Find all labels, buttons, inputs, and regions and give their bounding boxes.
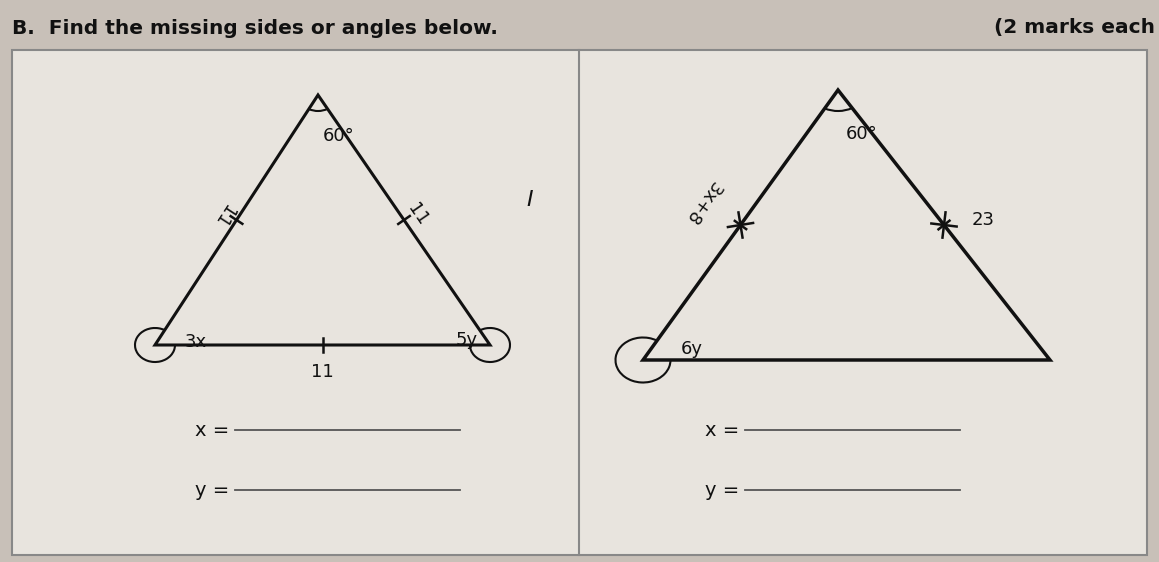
Text: y =: y = — [705, 481, 739, 500]
Text: 3x+8: 3x+8 — [681, 178, 724, 228]
Text: y =: y = — [195, 481, 229, 500]
Text: (2 marks each: (2 marks each — [994, 19, 1156, 38]
Text: 5y: 5y — [455, 331, 478, 349]
Text: $\mathit{I}$: $\mathit{I}$ — [526, 189, 534, 211]
Text: B.  Find the missing sides or angles below.: B. Find the missing sides or angles belo… — [12, 19, 498, 38]
Text: 11: 11 — [209, 201, 236, 229]
Text: x =: x = — [195, 420, 229, 439]
Text: 60°: 60° — [323, 127, 355, 145]
Text: 11: 11 — [311, 363, 334, 381]
Bar — [12, 50, 1147, 555]
Text: 11: 11 — [404, 201, 432, 229]
Text: x =: x = — [705, 420, 739, 439]
Text: 3x: 3x — [185, 333, 207, 351]
Text: 60°: 60° — [846, 125, 877, 143]
Text: 6y: 6y — [681, 340, 704, 358]
Text: 23: 23 — [972, 211, 994, 229]
